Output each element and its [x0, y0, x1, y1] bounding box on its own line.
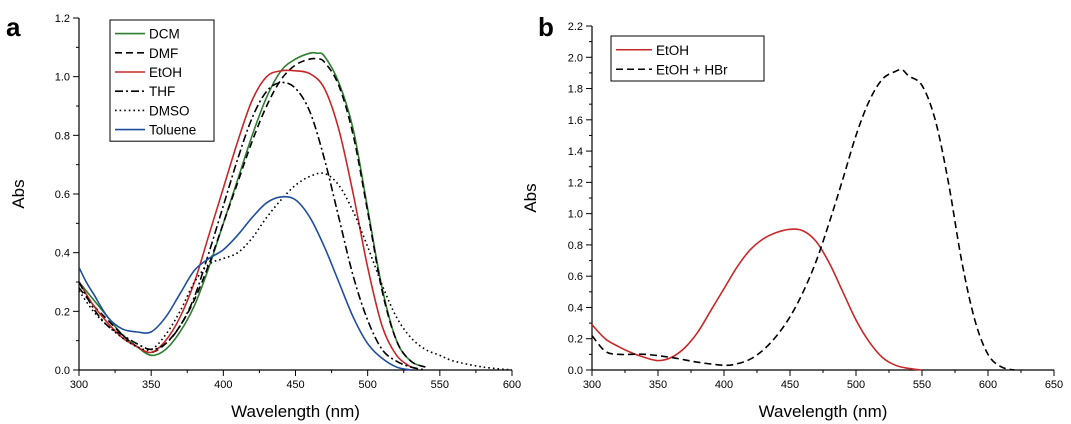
y-tick-label: 0.4 — [55, 248, 70, 260]
y-tick-label: 1.2 — [55, 13, 70, 25]
y-tick-label: 2.0 — [568, 52, 583, 64]
legend-box — [610, 35, 765, 82]
x-tick-label: 550 — [913, 379, 931, 391]
y-tick-label: 0.2 — [568, 334, 583, 346]
legend-label-etoh-hbr: EtOH + HBr — [656, 62, 728, 77]
legend-label-dmso: DMSO — [149, 103, 190, 118]
x-axis-title: Wavelength (nm) — [231, 402, 360, 421]
legend-label-etoh: EtOH — [656, 43, 689, 58]
x-tick-label: 500 — [358, 379, 376, 391]
x-tick-label: 450 — [286, 379, 304, 391]
y-tick-label: 2.2 — [568, 21, 583, 33]
series-line-etoh-hbr — [592, 68, 1015, 371]
legend-box — [109, 19, 215, 142]
y-tick-label: 1.0 — [568, 209, 583, 221]
y-tick-label: 0.2 — [55, 306, 70, 318]
x-tick-label: 550 — [431, 379, 449, 391]
y-tick-label: 0.0 — [568, 365, 583, 377]
y-tick-label: 0.8 — [55, 130, 70, 142]
x-tick-label: 450 — [781, 379, 799, 391]
series-line-thf — [79, 81, 426, 371]
legend-label-thf: THF — [149, 84, 175, 99]
series-line-toluene — [79, 195, 412, 371]
y-axis-title: Abs — [521, 183, 540, 212]
y-tick-label: 1.6 — [568, 115, 583, 127]
x-tick-label: 400 — [715, 379, 733, 391]
x-axis-title: Wavelength (nm) — [759, 402, 888, 421]
y-axis-title: Abs — [9, 179, 28, 208]
y-tick-label: 0.6 — [55, 189, 70, 201]
x-tick-label: 600 — [979, 379, 997, 391]
x-tick-label: 350 — [142, 379, 160, 391]
chart-panel-b: b 300 350 400 450 500 550 600 650 0.0 0.2 0.4 0.6 0.8… — [521, 12, 1063, 421]
series-line-etoh — [79, 69, 412, 368]
x-tick-label: 300 — [583, 379, 601, 391]
y-tick-label: 0.8 — [568, 240, 583, 252]
panel-label: a — [6, 12, 21, 42]
series-line-etoh — [592, 228, 923, 371]
y-tick-label: 1.8 — [568, 84, 583, 96]
panel-label: b — [538, 12, 554, 42]
x-tick-label: 300 — [70, 379, 88, 391]
y-tick-label: 0.0 — [55, 365, 70, 377]
chart-panel-a: a 300 350 400 450 500 550 600 0.0 0.2 0.4 0.6 0.8 1.0… — [6, 12, 521, 421]
legend-label-toluene: Toluene — [149, 123, 196, 138]
series-line-dmso — [79, 172, 512, 371]
x-tick-label: 500 — [847, 379, 865, 391]
x-tick-label: 600 — [503, 379, 521, 391]
x-tick-label: 400 — [214, 379, 232, 391]
legend-label-dcm: DCM — [149, 27, 180, 42]
y-tick-label: 1.4 — [568, 146, 583, 158]
y-tick-label: 1.2 — [568, 177, 583, 189]
legend-label-etoh: EtOH — [149, 65, 182, 80]
y-tick-label: 0.4 — [568, 302, 583, 314]
x-tick-label: 350 — [649, 379, 667, 391]
x-tick-label: 650 — [1045, 379, 1063, 391]
y-tick-label: 1.0 — [55, 72, 70, 84]
y-tick-label: 0.6 — [568, 271, 583, 283]
legend-label-dmf: DMF — [149, 46, 178, 61]
